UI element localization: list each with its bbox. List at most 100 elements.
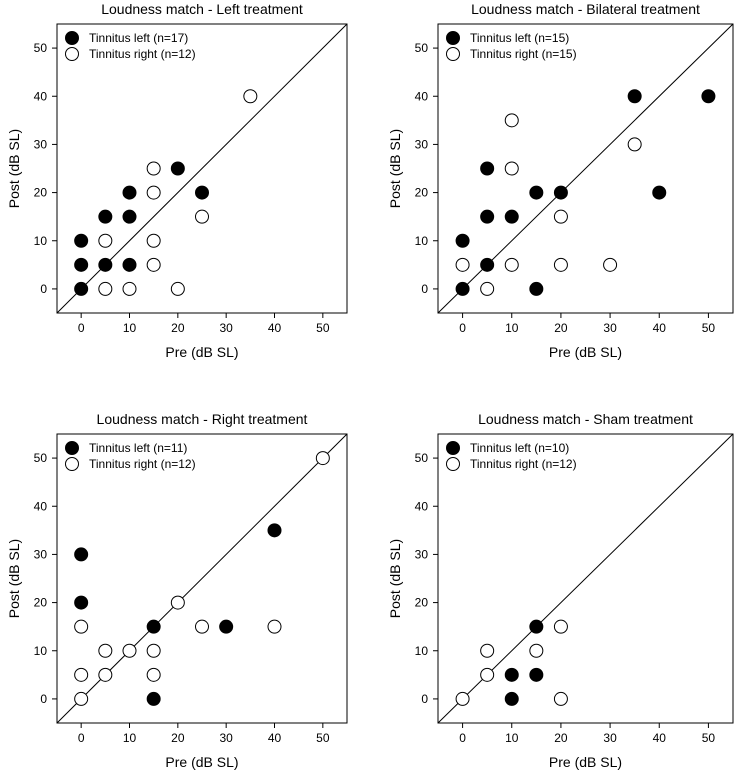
y-axis-label: Post (dB SL) (6, 129, 22, 208)
data-point-tinnitus-right (504, 113, 519, 128)
legend-label: Tinnitus right (n=12) (89, 47, 196, 61)
x-axis-label: Pre (dB SL) (165, 344, 238, 360)
x-tick-label: 10 (123, 321, 137, 335)
data-point-tinnitus-left (480, 209, 495, 224)
legend-marker (65, 457, 79, 471)
y-tick-label: 50 (34, 451, 48, 465)
y-tick-label: 40 (34, 89, 48, 103)
data-point-tinnitus-left (701, 89, 716, 104)
data-point-tinnitus-left (480, 161, 495, 176)
data-point-tinnitus-right (98, 233, 113, 248)
data-point-tinnitus-right (146, 643, 161, 658)
x-tick-label: 40 (268, 321, 282, 335)
data-point-tinnitus-right (627, 137, 642, 152)
chart-title: Loudness match - Left treatment (101, 1, 303, 17)
legend-marker (446, 457, 460, 471)
panel-4: Loudness match - Sham treatment 0 10 20 30 40… (387, 411, 734, 770)
x-tick-label: 20 (554, 321, 568, 335)
legend-marker (65, 441, 79, 455)
x-tick-label: 0 (78, 731, 85, 745)
legend-marker (65, 47, 79, 61)
x-tick-label: 10 (505, 731, 519, 745)
data-point-tinnitus-left (504, 667, 519, 682)
y-tick-label: 50 (415, 451, 429, 465)
data-point-tinnitus-left (74, 257, 89, 272)
data-point-tinnitus-right (195, 619, 209, 634)
y-tick-label: 0 (40, 692, 47, 706)
panel-3: Loudness match - Right treatment 0 10 20 30 4… (6, 411, 348, 770)
legend-marker (446, 441, 460, 455)
x-tick-label: 30 (219, 321, 233, 335)
legend-marker (65, 31, 79, 45)
y-tick-label: 30 (34, 547, 48, 561)
data-point-tinnitus-right (122, 281, 137, 296)
x-axis-label: Pre (dB SL) (549, 754, 622, 770)
data-point-tinnitus-right (98, 643, 113, 658)
x-tick-label: 40 (653, 321, 667, 335)
y-tick-label: 30 (34, 137, 48, 151)
legend-marker (446, 31, 460, 45)
x-tick-label: 30 (603, 731, 617, 745)
panel-1: Loudness match - Left treatment 0 10 20 30 40… (6, 1, 348, 360)
data-point-tinnitus-right (146, 233, 161, 248)
data-point-tinnitus-right (455, 257, 470, 272)
data-point-tinnitus-left (98, 257, 113, 272)
data-point-tinnitus-left (122, 209, 137, 224)
y-tick-label: 50 (415, 41, 429, 55)
data-point-tinnitus-left (455, 233, 470, 248)
data-point-tinnitus-left (652, 185, 667, 200)
y-tick-label: 30 (415, 547, 429, 561)
data-point-tinnitus-right (170, 281, 185, 296)
data-point-tinnitus-right (170, 595, 185, 610)
chart-title: Loudness match - Right treatment (97, 411, 308, 427)
x-tick-label: 20 (554, 731, 568, 745)
y-tick-label: 20 (34, 186, 48, 200)
legend-label: Tinnitus left (n=11) (89, 441, 187, 455)
data-point-tinnitus-right (98, 281, 113, 296)
data-point-tinnitus-right (74, 619, 89, 634)
y-tick-label: 10 (415, 644, 429, 658)
data-point-tinnitus-right (603, 257, 618, 272)
x-tick-label: 0 (78, 321, 85, 335)
data-point-tinnitus-right (146, 161, 161, 176)
data-point-tinnitus-right (74, 667, 89, 682)
x-tick-label: 20 (171, 321, 185, 335)
legend-label: Tinnitus left (n=10) (470, 441, 569, 455)
chart-title: Loudness match - Sham treatment (478, 411, 693, 427)
data-point-tinnitus-right (267, 619, 282, 634)
plot-frame (437, 23, 734, 314)
data-point-tinnitus-left (122, 257, 137, 272)
data-point-tinnitus-right (553, 691, 568, 706)
legend-label: Tinnitus right (n=12) (89, 457, 196, 471)
data-point-tinnitus-right (480, 281, 495, 296)
y-tick-label: 10 (415, 234, 429, 248)
data-point-tinnitus-right (195, 209, 209, 224)
y-axis-label: Post (dB SL) (387, 129, 403, 208)
y-tick-label: 20 (415, 186, 429, 200)
data-point-tinnitus-left (529, 281, 544, 296)
data-point-tinnitus-right (122, 643, 137, 658)
x-tick-label: 0 (459, 731, 466, 745)
data-point-tinnitus-left (146, 619, 161, 634)
legend-label: Tinnitus right (n=12) (470, 457, 577, 471)
data-point-tinnitus-right (74, 691, 89, 706)
chart-title: Loudness match - Bilateral treatment (471, 1, 700, 17)
data-point-tinnitus-left (74, 233, 89, 248)
x-axis-label: Pre (dB SL) (549, 344, 622, 360)
data-point-tinnitus-right (529, 643, 544, 658)
data-point-tinnitus-left (170, 161, 185, 176)
data-point-tinnitus-right (553, 619, 568, 634)
data-point-tinnitus-right (315, 451, 330, 466)
y-tick-label: 50 (34, 41, 48, 55)
legend-label: Tinnitus left (n=17) (89, 31, 188, 45)
y-tick-label: 40 (34, 499, 48, 513)
data-point-tinnitus-left (504, 691, 519, 706)
x-tick-label: 50 (702, 731, 716, 745)
data-point-tinnitus-right (480, 643, 495, 658)
data-point-tinnitus-left (195, 185, 209, 200)
x-tick-label: 0 (459, 321, 466, 335)
y-tick-label: 0 (421, 282, 428, 296)
data-point-tinnitus-left (529, 619, 544, 634)
y-axis-label: Post (dB SL) (6, 539, 22, 618)
